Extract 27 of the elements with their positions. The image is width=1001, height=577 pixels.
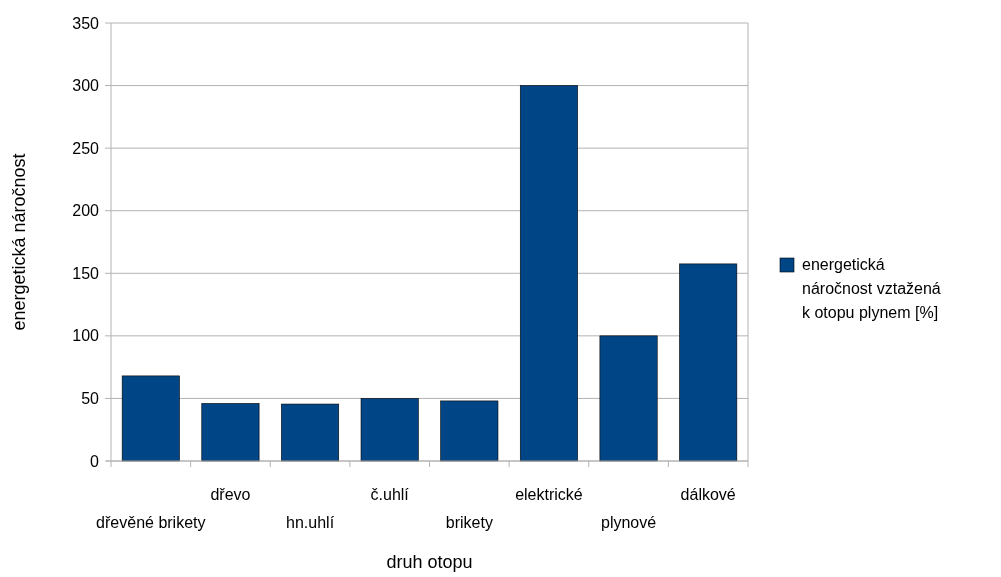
bar — [519, 85, 578, 462]
x-tick-label: plynové — [600, 514, 657, 531]
x-tick-label: dřevo — [210, 486, 251, 503]
x-tick-label: hn.uhlí — [286, 514, 335, 531]
y-tick-label: 0 — [90, 452, 100, 470]
y-tick-label: 250 — [72, 139, 100, 157]
bar — [440, 400, 499, 462]
x-tick-label: dřevěné brikety — [96, 514, 206, 531]
bar — [360, 398, 419, 462]
bar — [599, 335, 658, 462]
bar — [679, 263, 738, 462]
y-axis-title: energetická náročnost — [9, 153, 29, 331]
y-tick-label: 50 — [81, 390, 100, 408]
bar — [201, 403, 260, 462]
x-axis-title: druh otopu — [386, 552, 473, 572]
y-tick-label: 150 — [72, 264, 100, 282]
x-tick-label: brikety — [445, 514, 493, 531]
y-tick-label: 100 — [72, 327, 100, 345]
bar — [121, 375, 180, 462]
y-tick-label: 200 — [72, 202, 100, 220]
y-tick-label: 300 — [72, 77, 100, 95]
x-tick-label: č.uhlí — [370, 486, 410, 503]
bar — [281, 403, 340, 462]
x-tick-label: elektrické — [515, 486, 583, 503]
x-tick-label: dálkové — [680, 486, 736, 503]
legend-label: energetická náročnost vztažená k otopu plynem [%] — [802, 256, 941, 321]
y-tick-label: 350 — [72, 14, 100, 32]
